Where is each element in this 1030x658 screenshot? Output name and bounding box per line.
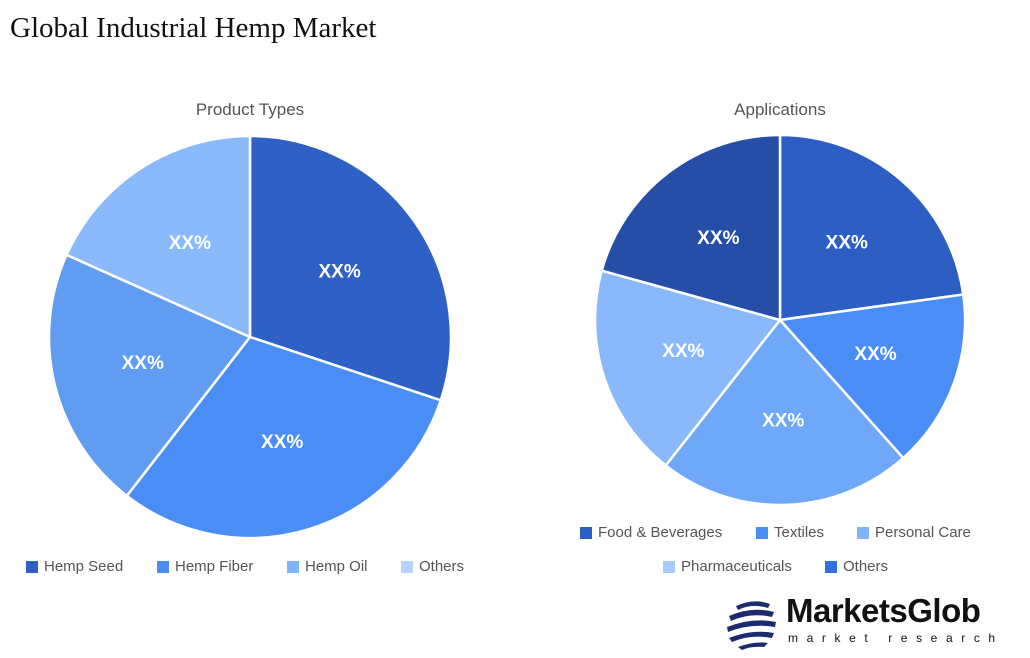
slice-label: XX%	[854, 344, 896, 365]
slice-label: XX%	[762, 411, 804, 432]
logo-name: MarketsGlob	[786, 592, 981, 629]
pie-title: Product Types	[196, 100, 304, 119]
globe-logo-icon	[727, 601, 776, 650]
pie-slice-pharmaceuticals[interactable]	[593, 269, 783, 468]
logo-tagline: market research	[788, 631, 1004, 645]
pie-slice-hemp-fiber[interactable]	[125, 335, 443, 540]
legend-swatch	[580, 527, 592, 539]
legend-item[interactable]: Textiles	[774, 524, 824, 541]
slice-label: XX%	[122, 353, 164, 374]
legend-swatch	[26, 561, 38, 573]
legend-swatch	[287, 561, 299, 573]
pie-slice-personal-care[interactable]	[663, 318, 905, 507]
pie-slice-hemp-seed[interactable]	[248, 134, 453, 402]
slice-label: XX%	[319, 261, 361, 282]
slice-label: XX%	[662, 341, 704, 362]
logo: MarketsGlob market research	[724, 592, 1024, 652]
pie-slice-food-beverages[interactable]	[778, 133, 965, 322]
legend-item[interactable]: Personal Care	[875, 524, 971, 541]
legend-item[interactable]: Pharmaceuticals	[681, 558, 792, 575]
legend-swatch	[663, 561, 675, 573]
slice-label: XX%	[697, 228, 739, 249]
slice-label: XX%	[261, 432, 303, 453]
legend-item[interactable]: Others	[419, 558, 464, 575]
slice-label: XX%	[169, 233, 211, 254]
legend-item[interactable]: Others	[843, 558, 888, 575]
legend-swatch	[756, 527, 768, 539]
legend-swatch	[401, 561, 413, 573]
legend-item[interactable]: Hemp Oil	[305, 558, 368, 575]
legend-swatch	[825, 561, 837, 573]
legend-swatch	[857, 527, 869, 539]
legend-item[interactable]: Hemp Fiber	[175, 558, 253, 575]
legend-swatch	[157, 561, 169, 573]
pie-slice-textiles[interactable]	[777, 293, 967, 460]
legend-item[interactable]: Hemp Seed	[44, 558, 123, 575]
pie-slice-others[interactable]	[64, 134, 252, 339]
page-title: Global Industrial Hemp Market	[10, 12, 377, 44]
slice-label: XX%	[826, 232, 868, 253]
pie-title: Applications	[734, 100, 826, 119]
pie-slice-others[interactable]	[600, 133, 782, 322]
legend-item[interactable]: Food & Beverages	[598, 524, 722, 541]
